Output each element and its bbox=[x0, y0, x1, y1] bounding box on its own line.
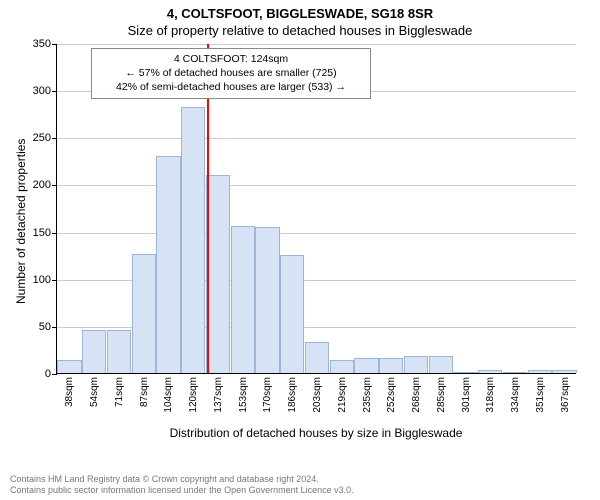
x-tick-label: 137sqm bbox=[213, 377, 224, 413]
x-tick-label: 351sqm bbox=[535, 377, 546, 413]
y-tick-label: 250 bbox=[33, 132, 51, 144]
y-tick-mark bbox=[52, 44, 57, 45]
x-tick-label: 318sqm bbox=[485, 377, 496, 413]
x-axis-label: Distribution of detached houses by size … bbox=[56, 426, 576, 440]
footer-line2: Contains public sector information licen… bbox=[10, 485, 354, 496]
histogram-bar bbox=[528, 370, 552, 373]
annotation-line: ← 57% of detached houses are smaller (72… bbox=[98, 66, 364, 80]
histogram-bar bbox=[57, 360, 81, 373]
y-tick-label: 150 bbox=[33, 227, 51, 239]
plot-area: 05010015020025030035038sqm54sqm71sqm87sq… bbox=[56, 44, 576, 374]
x-tick-label: 235sqm bbox=[362, 377, 373, 413]
histogram-bar bbox=[107, 330, 131, 373]
y-axis-label: Number of detached properties bbox=[14, 139, 28, 304]
x-tick-label: 54sqm bbox=[89, 377, 100, 407]
x-tick-label: 219sqm bbox=[337, 377, 348, 413]
x-tick-label: 104sqm bbox=[163, 377, 174, 413]
histogram-bar bbox=[404, 356, 428, 373]
y-tick-label: 350 bbox=[33, 38, 51, 50]
histogram-bar bbox=[132, 254, 156, 373]
x-tick-label: 186sqm bbox=[287, 377, 298, 413]
x-tick-label: 120sqm bbox=[188, 377, 199, 413]
histogram-bar bbox=[478, 370, 502, 373]
y-tick-mark bbox=[52, 138, 57, 139]
histogram-bar bbox=[354, 358, 378, 373]
y-tick-label: 100 bbox=[33, 274, 51, 286]
gridline bbox=[57, 233, 576, 234]
y-tick-label: 50 bbox=[39, 321, 51, 333]
histogram-bar bbox=[255, 227, 279, 373]
x-tick-label: 252sqm bbox=[386, 377, 397, 413]
gridline bbox=[57, 185, 576, 186]
histogram-bar bbox=[379, 358, 403, 373]
histogram-bar bbox=[231, 226, 255, 373]
y-tick-label: 300 bbox=[33, 85, 51, 97]
chart-title-subtitle: Size of property relative to detached ho… bbox=[0, 21, 600, 38]
footer-line1: Contains HM Land Registry data © Crown c… bbox=[10, 474, 354, 485]
annotation-box: 4 COLTSFOOT: 124sqm← 57% of detached hou… bbox=[91, 48, 371, 99]
gridline bbox=[57, 44, 576, 45]
x-tick-label: 87sqm bbox=[139, 377, 150, 407]
footer-attribution: Contains HM Land Registry data © Crown c… bbox=[10, 474, 354, 497]
x-tick-label: 170sqm bbox=[262, 377, 273, 413]
histogram-bar bbox=[330, 360, 354, 373]
x-tick-label: 71sqm bbox=[114, 377, 125, 407]
y-tick-label: 200 bbox=[33, 179, 51, 191]
histogram-bar bbox=[429, 356, 453, 373]
y-tick-mark bbox=[52, 374, 57, 375]
x-tick-label: 38sqm bbox=[64, 377, 75, 407]
chart-container: 4, COLTSFOOT, BIGGLESWADE, SG18 8SR Size… bbox=[0, 0, 600, 500]
histogram-bar bbox=[156, 156, 180, 373]
histogram-bar bbox=[82, 330, 106, 373]
histogram-bar bbox=[181, 107, 205, 373]
annotation-line: 42% of semi-detached houses are larger (… bbox=[98, 80, 364, 94]
x-tick-label: 285sqm bbox=[436, 377, 447, 413]
y-tick-mark bbox=[52, 327, 57, 328]
chart-title-address: 4, COLTSFOOT, BIGGLESWADE, SG18 8SR bbox=[0, 0, 600, 21]
x-tick-label: 268sqm bbox=[411, 377, 422, 413]
histogram-bar bbox=[453, 372, 477, 373]
x-tick-label: 367sqm bbox=[560, 377, 571, 413]
histogram-bar bbox=[503, 372, 527, 373]
histogram-bar bbox=[280, 255, 304, 373]
x-tick-label: 203sqm bbox=[312, 377, 323, 413]
x-tick-label: 301sqm bbox=[461, 377, 472, 413]
x-tick-label: 334sqm bbox=[510, 377, 521, 413]
histogram-bar bbox=[305, 342, 329, 373]
histogram-bar bbox=[552, 370, 576, 373]
y-tick-mark bbox=[52, 91, 57, 92]
y-tick-mark bbox=[52, 233, 57, 234]
histogram-bar bbox=[206, 175, 230, 373]
x-tick-label: 153sqm bbox=[238, 377, 249, 413]
y-tick-mark bbox=[52, 185, 57, 186]
annotation-line: 4 COLTSFOOT: 124sqm bbox=[98, 52, 364, 66]
y-tick-label: 0 bbox=[45, 368, 51, 380]
y-tick-mark bbox=[52, 280, 57, 281]
gridline bbox=[57, 138, 576, 139]
